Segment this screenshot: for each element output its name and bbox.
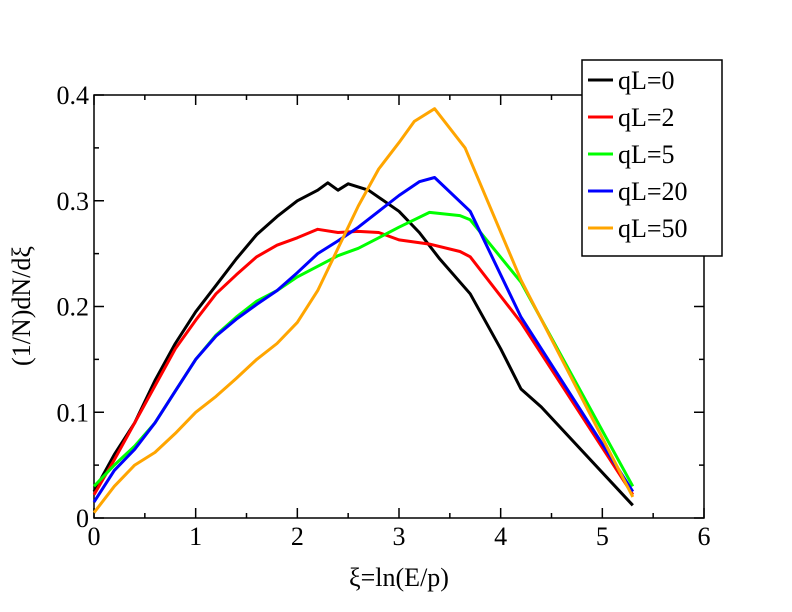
x-tick-label: 6 xyxy=(698,522,711,551)
y-tick-label: 0.1 xyxy=(57,398,90,427)
y-axis-label: (1/N)dN/dξ xyxy=(7,246,36,366)
series-line-ql-0 xyxy=(92,181,634,507)
y-tick-label: 0 xyxy=(76,504,89,533)
legend-label-ql-20: qL=20 xyxy=(618,177,688,206)
legend-label-ql-0: qL=0 xyxy=(618,66,675,95)
series-line-ql-20 xyxy=(92,176,635,503)
x-tick-label: 5 xyxy=(596,522,609,551)
series-line-ql-50 xyxy=(92,107,635,514)
series-line-ql-2 xyxy=(92,227,635,496)
y-tick-label: 0.4 xyxy=(57,81,90,110)
series-lines xyxy=(92,107,635,514)
legend: qL=0 qL=2 qL=5 qL=20 qL=50 xyxy=(581,59,723,257)
y-tick-label: 0.3 xyxy=(57,187,90,216)
x-tick-label: 1 xyxy=(189,522,202,551)
x-tick-label: 3 xyxy=(393,522,406,551)
legend-label-ql-50: qL=50 xyxy=(618,214,688,243)
x-axis-ticks: 0 1 2 3 4 5 6 xyxy=(88,95,711,551)
legend-label-ql-2: qL=2 xyxy=(618,103,675,132)
legend-box xyxy=(581,59,723,257)
y-tick-label: 0.2 xyxy=(57,293,90,322)
x-tick-label: 2 xyxy=(291,522,304,551)
x-tick-label: 4 xyxy=(494,522,507,551)
x-tick-label: 0 xyxy=(88,522,101,551)
x-axis-label: ξ=ln(E/p) xyxy=(349,563,449,592)
legend-label-ql-5: qL=5 xyxy=(618,140,675,169)
